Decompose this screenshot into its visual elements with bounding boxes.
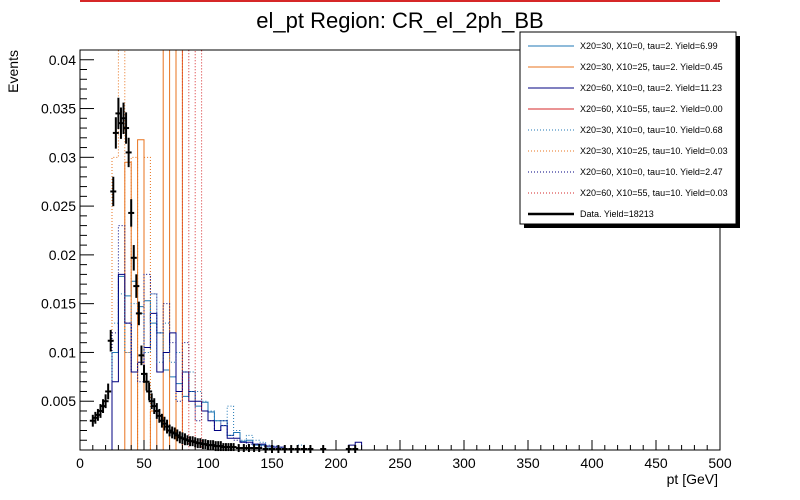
data-point: [135, 301, 142, 326]
legend-entry: X20=60, X10=55, tau=10. Yield=0.03: [528, 188, 728, 198]
series-line-5: [111, 49, 368, 451]
y-tick-label: 0.02: [49, 247, 76, 263]
data-point: [125, 137, 132, 168]
y-tick-label: 0.015: [41, 296, 76, 312]
axes: 0 50 100 150 200 250 300 350 400 450 500 0.005 0.01 0…: [41, 52, 732, 471]
legend-entry: X20=60, X10=0, tau=2. Yield=11.23: [528, 83, 722, 93]
legend-entry: X20=60, X10=55, tau=2. Yield=0.00: [528, 104, 723, 114]
x-tick-label: 250: [388, 455, 412, 471]
y-tick-label: 0.025: [41, 198, 76, 214]
data-point: [107, 329, 114, 352]
data-point: [123, 112, 130, 144]
data-point: [262, 445, 269, 453]
legend-label: X20=30, X10=25, tau=2. Yield=0.45: [580, 62, 723, 72]
data-point: [240, 444, 247, 453]
y-axis-label: Events: [5, 50, 21, 93]
legend-label: X20=60, X10=55, tau=10. Yield=0.03: [580, 188, 728, 198]
x-tick-label: 200: [324, 455, 348, 471]
data-point: [143, 372, 150, 391]
data-point: [288, 445, 295, 453]
chart-title: el_pt Region: CR_el_2ph_BB: [256, 8, 543, 33]
x-tick-label: 100: [196, 455, 220, 471]
legend-label: X20=60, X10=55, tau=2. Yield=0.00: [580, 104, 723, 114]
data-point: [275, 445, 282, 453]
legend-entry: X20=30, X10=25, tau=2. Yield=0.45: [528, 62, 723, 72]
x-axis-label: pt [GeV]: [667, 471, 718, 487]
data-point: [130, 245, 137, 271]
x-tick-label: 0: [76, 455, 84, 471]
data-point: [112, 117, 119, 149]
legend-label: X20=60, X10=0, tau=10. Yield=2.47: [580, 167, 723, 177]
data-point: [352, 445, 359, 453]
data-point: [146, 382, 153, 401]
legend-entry: X20=30, X10=25, tau=10. Yield=0.03: [528, 146, 728, 156]
plot-area: [89, 49, 368, 453]
legend-label: Data. Yield=18213: [580, 209, 654, 219]
x-tick-label: 50: [136, 455, 152, 471]
data-point: [301, 445, 307, 453]
legend-box: [519, 31, 737, 225]
data-point: [251, 444, 258, 453]
legend-entry: X20=30, X10=0, tau=10. Yield=0.68: [528, 125, 723, 135]
x-tick-label: 350: [516, 455, 540, 471]
y-tick-label: 0.03: [49, 149, 76, 165]
legend-label: X20=30, X10=25, tau=10. Yield=0.03: [580, 146, 728, 156]
x-tick-label: 500: [708, 455, 732, 471]
x-tick-label: 400: [580, 455, 604, 471]
legend-entry: X20=60, X10=0, tau=10. Yield=2.47: [528, 167, 723, 177]
x-tick-label: 300: [452, 455, 476, 471]
data-point: [133, 274, 140, 298]
data-point: [110, 176, 117, 207]
legend-label: X20=60, X10=0, tau=2. Yield=11.23: [580, 83, 722, 93]
y-tick-label: 0.01: [49, 344, 76, 360]
data-point: [235, 444, 242, 453]
legend-label: X20=30, X10=0, tau=2. Yield=6.99: [580, 41, 718, 51]
data-point: [105, 383, 112, 400]
y-tick-label: 0.04: [49, 52, 76, 68]
legend: X20=30, X10=0, tau=2. Yield=6.99 X20=30, …: [519, 31, 740, 228]
data-point: [128, 199, 135, 227]
legend-label: X20=30, X10=0, tau=10. Yield=0.68: [580, 125, 723, 135]
x-tick-label: 150: [260, 455, 284, 471]
data-point: [245, 444, 252, 453]
legend-entry: X20=30, X10=0, tau=2. Yield=6.99: [528, 41, 718, 51]
y-tick-label: 0.035: [41, 101, 76, 117]
data-point: [102, 394, 109, 409]
x-tick-label: 450: [644, 455, 668, 471]
data-point: [138, 345, 145, 366]
legend-entry: Data. Yield=18213: [528, 209, 654, 219]
y-tick-label: 0.005: [41, 393, 76, 409]
